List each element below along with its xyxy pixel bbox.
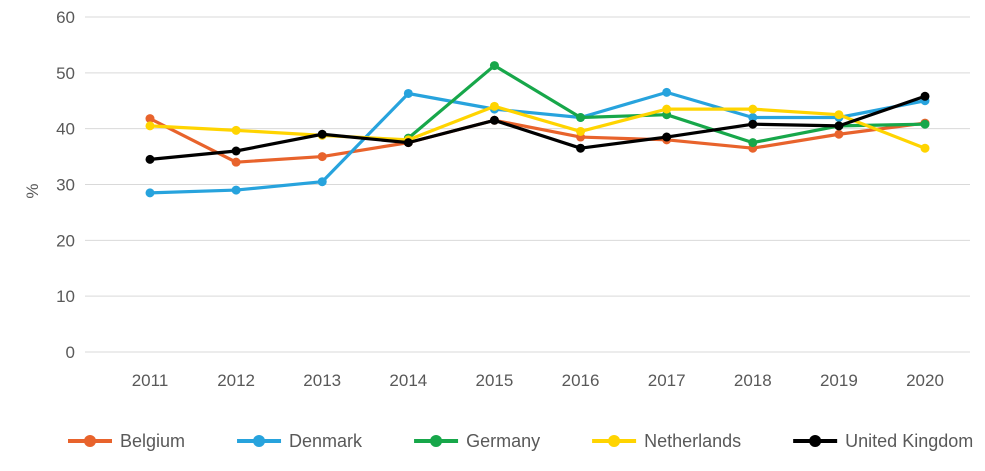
legend-dot-icon [84,435,96,447]
series-point-denmark [317,177,327,187]
legend-dot-icon [253,435,266,447]
series-point-united-kingdom [403,138,413,148]
series-point-denmark [403,88,413,98]
legend-item-united-kingdom: United Kingdom [793,431,973,451]
series-point-united-kingdom [748,119,758,129]
series-point-belgium [231,157,241,167]
legend-dot-icon [608,435,621,447]
series-point-denmark [748,113,758,122]
series-point-united-kingdom [662,132,672,142]
series-line-germany [406,63,927,145]
series-point-belgium [145,114,155,124]
legend-item-netherlands: Netherlands [592,431,741,451]
x-axis-labels: 2011 2012 2013 2014 2015 2016 2017 2018 2019 2020 [132,371,944,390]
x-tick-label: 2018 [734,371,772,390]
y-tick-label: 30 [56,176,75,195]
x-tick-label: 2016 [562,371,600,390]
series-point-denmark [145,188,155,198]
legend-label: Belgium [120,431,185,451]
series-line-denmark [148,90,927,195]
series-point-netherlands [748,104,758,114]
series-point-germany [576,113,586,122]
gridlines-layer [85,16,970,353]
legend-item-belgium: Belgium [68,431,185,451]
series-layer [145,61,930,198]
series-point-netherlands [834,110,844,120]
y-tick-label: 20 [56,231,75,250]
series-line-belgium [148,117,927,164]
y-tick-label: 40 [56,120,75,139]
series-point-united-kingdom [317,129,327,139]
series-point-united-kingdom [489,115,499,125]
series-point-netherlands [920,143,930,153]
legend-label: Denmark [289,431,363,451]
legend-item-germany: Germany [414,431,540,451]
series-point-united-kingdom [231,146,241,156]
legend-item-denmark: Denmark [237,431,363,451]
series-point-belgium [834,129,844,139]
y-axis-labels: 0 10 20 30 40 50 60 [56,8,75,362]
x-tick-label: 2012 [217,371,255,390]
legend-dot-icon [809,435,822,447]
series-point-denmark [231,185,241,195]
x-tick-label: 2013 [303,371,341,390]
y-tick-label: 0 [66,343,75,362]
series-point-netherlands [576,126,586,136]
x-tick-label: 2017 [648,371,686,390]
series-line-united-kingdom [148,94,927,161]
series-denmark [145,87,930,198]
y-tick-label: 60 [56,8,75,27]
series-point-germany [489,61,499,71]
series-point-united-kingdom [920,91,930,101]
y-axis-title: % [23,183,42,198]
legend-label: Germany [466,431,540,451]
series-point-united-kingdom [834,121,844,131]
x-tick-label: 2014 [389,371,427,390]
x-tick-label: 2020 [906,371,944,390]
series-point-netherlands [489,101,499,111]
y-tick-label: 50 [56,64,75,83]
series-point-united-kingdom [576,143,586,153]
series-point-germany [920,119,930,129]
series-point-germany [748,138,758,148]
x-tick-label: 2011 [132,371,169,390]
series-line-netherlands [148,104,927,150]
series-point-denmark [662,87,672,97]
y-tick-label: 10 [56,287,75,306]
legend-dot-icon [430,435,443,447]
x-tick-label: 2019 [820,371,858,390]
series-united-kingdom [145,91,930,164]
series-point-netherlands [145,121,155,131]
series-point-belgium [317,152,327,162]
series-point-netherlands [231,125,241,135]
legend-label: United Kingdom [845,431,973,451]
legend-label: Netherlands [644,431,741,451]
series-belgium [145,114,930,167]
x-tick-label: 2015 [476,371,514,390]
series-point-united-kingdom [145,154,155,164]
series-point-netherlands [662,104,672,114]
legend: Belgium Denmark Germany Netherlands United K… [68,431,973,451]
